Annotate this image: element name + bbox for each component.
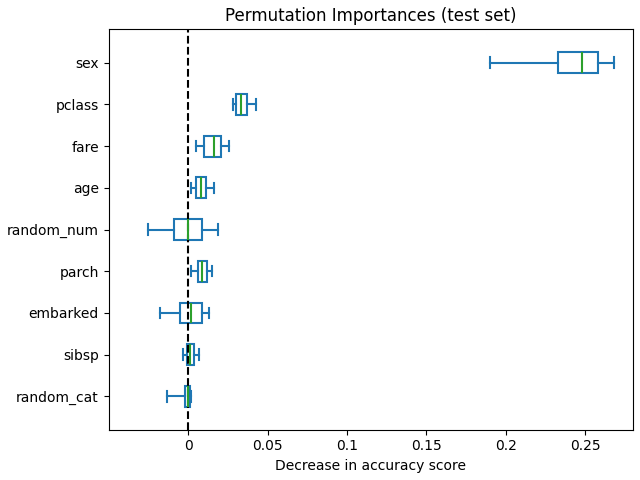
- Title: Permutation Importances (test set): Permutation Importances (test set): [225, 7, 516, 25]
- PathPatch shape: [186, 344, 195, 365]
- PathPatch shape: [236, 94, 247, 115]
- PathPatch shape: [185, 386, 189, 407]
- PathPatch shape: [196, 178, 205, 198]
- PathPatch shape: [558, 52, 598, 73]
- PathPatch shape: [204, 136, 221, 156]
- PathPatch shape: [174, 219, 202, 240]
- PathPatch shape: [180, 302, 202, 324]
- PathPatch shape: [198, 261, 207, 282]
- X-axis label: Decrease in accuracy score: Decrease in accuracy score: [275, 459, 467, 473]
